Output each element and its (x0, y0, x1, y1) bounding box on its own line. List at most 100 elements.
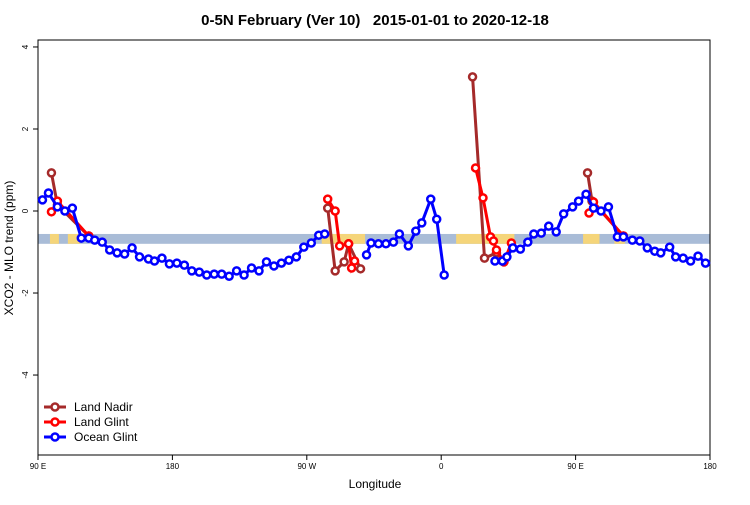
point (343, 239, 354, 249)
point (224, 271, 234, 281)
point (558, 209, 569, 219)
point (37, 195, 48, 205)
y-tick-label: -2 (21, 289, 30, 297)
point (276, 258, 287, 268)
land-band (456, 233, 515, 244)
point (231, 266, 242, 276)
point (425, 194, 436, 204)
point (319, 229, 330, 239)
point (201, 270, 212, 280)
point (551, 227, 561, 237)
y-tick-label: 0 (21, 208, 30, 213)
point (670, 252, 681, 262)
point (89, 235, 100, 245)
point (693, 251, 703, 261)
point (246, 263, 257, 273)
legend-label: Land Glint (74, 415, 129, 429)
legend-marker (50, 417, 60, 427)
x-tick-label: 90 E (567, 462, 583, 471)
point (119, 249, 130, 259)
point (529, 229, 539, 239)
point (157, 253, 167, 263)
point (567, 202, 578, 212)
y-tick-label: 2 (21, 126, 30, 131)
point (254, 266, 264, 276)
y-tick-label: -4 (21, 371, 30, 379)
x-tick-label: 0 (439, 462, 444, 471)
point (194, 267, 205, 277)
point (642, 243, 653, 253)
point (239, 270, 249, 280)
y-tick-label: 4 (21, 44, 30, 49)
point (127, 243, 137, 253)
point (299, 242, 309, 252)
legend-marker (50, 402, 60, 412)
point (603, 202, 614, 212)
point (269, 261, 279, 271)
point (179, 260, 190, 270)
point (43, 188, 54, 198)
point (104, 245, 115, 255)
point (596, 206, 606, 216)
point (284, 255, 294, 265)
point (330, 266, 340, 276)
point (76, 233, 87, 243)
point (330, 206, 340, 216)
point (306, 238, 317, 248)
point (635, 236, 645, 246)
point (388, 237, 399, 247)
legend-label: Land Nadir (74, 400, 133, 414)
point (582, 168, 593, 178)
point (366, 238, 376, 248)
point (67, 203, 78, 213)
point (209, 269, 219, 279)
point (164, 259, 175, 269)
point (112, 248, 122, 258)
x-axis-label: Longitude (349, 477, 402, 491)
point (543, 221, 554, 231)
point (664, 242, 675, 252)
point (334, 241, 345, 251)
point (588, 203, 599, 213)
point (678, 253, 688, 263)
point (627, 235, 638, 245)
point (467, 72, 478, 82)
point (216, 269, 227, 279)
point (322, 203, 333, 213)
point (322, 194, 333, 204)
point (439, 270, 449, 280)
point (479, 253, 490, 263)
point (488, 236, 499, 246)
point (373, 239, 384, 249)
point (491, 245, 502, 255)
point (523, 237, 533, 247)
land-band (49, 233, 59, 244)
point (361, 250, 372, 260)
point (515, 244, 526, 254)
y-axis-label: XCO2 - MLO trend (ppm) (2, 181, 16, 316)
point (187, 266, 197, 276)
x-tick-label: 180 (703, 462, 717, 471)
point (97, 237, 107, 247)
point (700, 258, 711, 268)
point (52, 202, 63, 212)
x-tick-label: 180 (166, 462, 180, 471)
point (381, 239, 391, 249)
land-band (321, 233, 366, 244)
point (581, 189, 591, 199)
point (349, 256, 360, 266)
point (618, 232, 629, 242)
point (394, 229, 405, 239)
x-tick-label: 90 E (30, 462, 46, 471)
point (573, 196, 584, 206)
point (46, 168, 57, 178)
point (355, 264, 366, 274)
point (470, 163, 481, 173)
point (172, 258, 182, 268)
chart-title: 0-5N February (Ver 10) 2015-01-01 to 202… (201, 12, 549, 29)
point (339, 257, 349, 267)
point (46, 207, 57, 217)
point (411, 226, 421, 236)
plot-frame (37, 39, 711, 456)
